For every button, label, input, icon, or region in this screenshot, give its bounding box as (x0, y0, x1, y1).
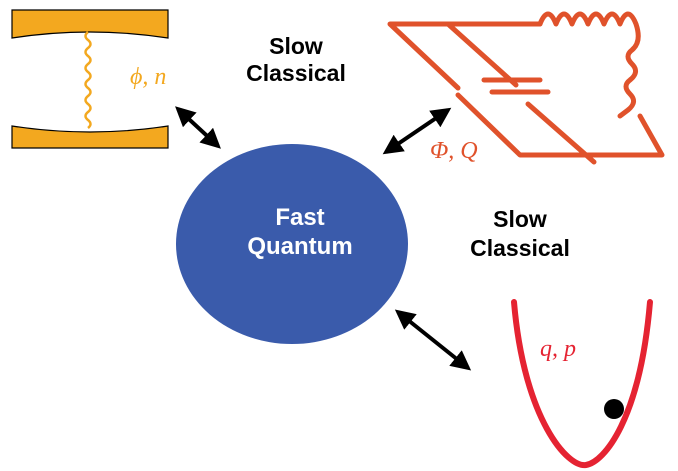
coupling-arrow-circuit (382, 107, 452, 155)
cavity-field-wave (84, 31, 92, 129)
coupling-arrow-oscillator (394, 309, 472, 371)
slow-classical-label-right-line2: Classical (470, 235, 570, 261)
potential-well-curve (511, 299, 653, 469)
circuit-variables-label: Φ, Q (430, 138, 478, 164)
lc-circuit-icon (387, 11, 665, 165)
slow-classical-label-top-line1: Slow (269, 33, 323, 59)
cavity-top-mirror (11, 9, 169, 39)
cavity-variables-label: ϕ, n (130, 64, 166, 90)
optical-cavity-icon (11, 9, 169, 149)
oscillator-variables-label: q, p (540, 336, 576, 362)
fast-quantum-label-line2: Quantum (247, 233, 352, 260)
slow-classical-label-right-line1: Slow (493, 206, 547, 232)
fast-quantum-ellipse (176, 144, 408, 344)
fast-quantum-label-line1: Fast (275, 204, 324, 231)
slow-classical-label-top-line2: Classical (246, 60, 346, 86)
coupling-arrow-cavity (175, 106, 221, 149)
harmonic-potential-icon (511, 299, 653, 469)
cavity-bottom-mirror (11, 125, 169, 149)
particle-dot (604, 399, 624, 419)
